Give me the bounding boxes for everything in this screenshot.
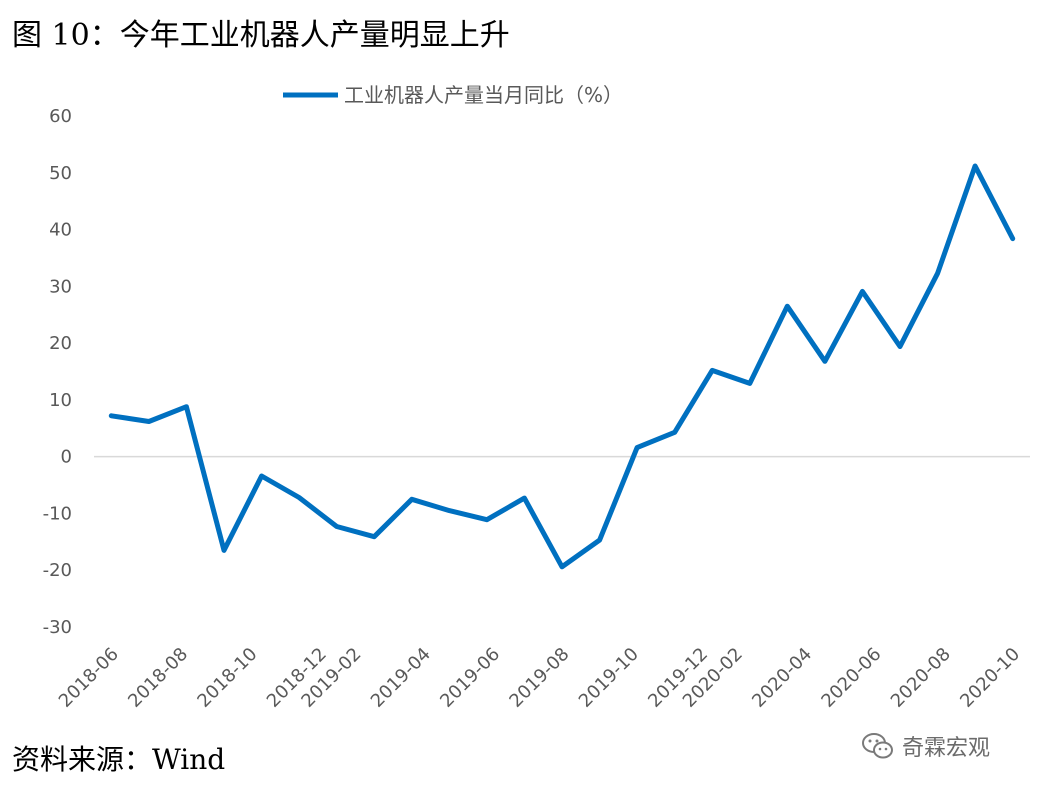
legend: 工业机器人产量当月同比（%） xyxy=(283,83,623,107)
y-tick-label: 30 xyxy=(49,276,72,297)
y-tick-label: 60 xyxy=(49,106,72,127)
x-tick-label: 2019-06 xyxy=(436,644,504,712)
x-tick-label: 2018-06 xyxy=(55,644,123,712)
x-tick-label: 2018-08 xyxy=(124,644,192,712)
watermark-text: 奇霖宏观 xyxy=(902,736,991,761)
y-tick-label: -10 xyxy=(43,503,72,524)
x-tick-label: 2019-08 xyxy=(505,644,573,712)
y-tick-label: 40 xyxy=(49,220,72,241)
x-tick-label: 2018-10 xyxy=(193,644,261,712)
x-tick-label: 2019-04 xyxy=(367,644,435,712)
source-note: 资料来源：Wind xyxy=(12,743,226,776)
x-tick-label: 2020-08 xyxy=(887,644,955,712)
y-tick-label: 0 xyxy=(61,447,72,468)
y-tick-label: -20 xyxy=(43,560,72,581)
series-line-robot-output-yoy xyxy=(108,163,1016,570)
y-tick-label: 10 xyxy=(49,390,72,411)
figure-title: 图 10：今年工业机器人产量明显上升 xyxy=(12,18,510,53)
x-tick-label: 2019-10 xyxy=(575,644,643,712)
watermark: 奇霖宏观 xyxy=(862,730,990,762)
y-tick-label: 20 xyxy=(49,333,72,354)
wechat-icon xyxy=(862,733,893,759)
y-axis: -30 -20 -10 0 10 20 30 40 50 60 xyxy=(43,106,72,638)
y-tick-label: 50 xyxy=(49,163,72,184)
legend-label: 工业机器人产量当月同比（%） xyxy=(344,83,623,107)
y-tick-label: -30 xyxy=(43,617,72,638)
x-tick-label: 2020-06 xyxy=(817,644,885,712)
x-tick-label: 2020-10 xyxy=(956,644,1024,712)
x-tick-label: 2020-04 xyxy=(748,644,816,712)
